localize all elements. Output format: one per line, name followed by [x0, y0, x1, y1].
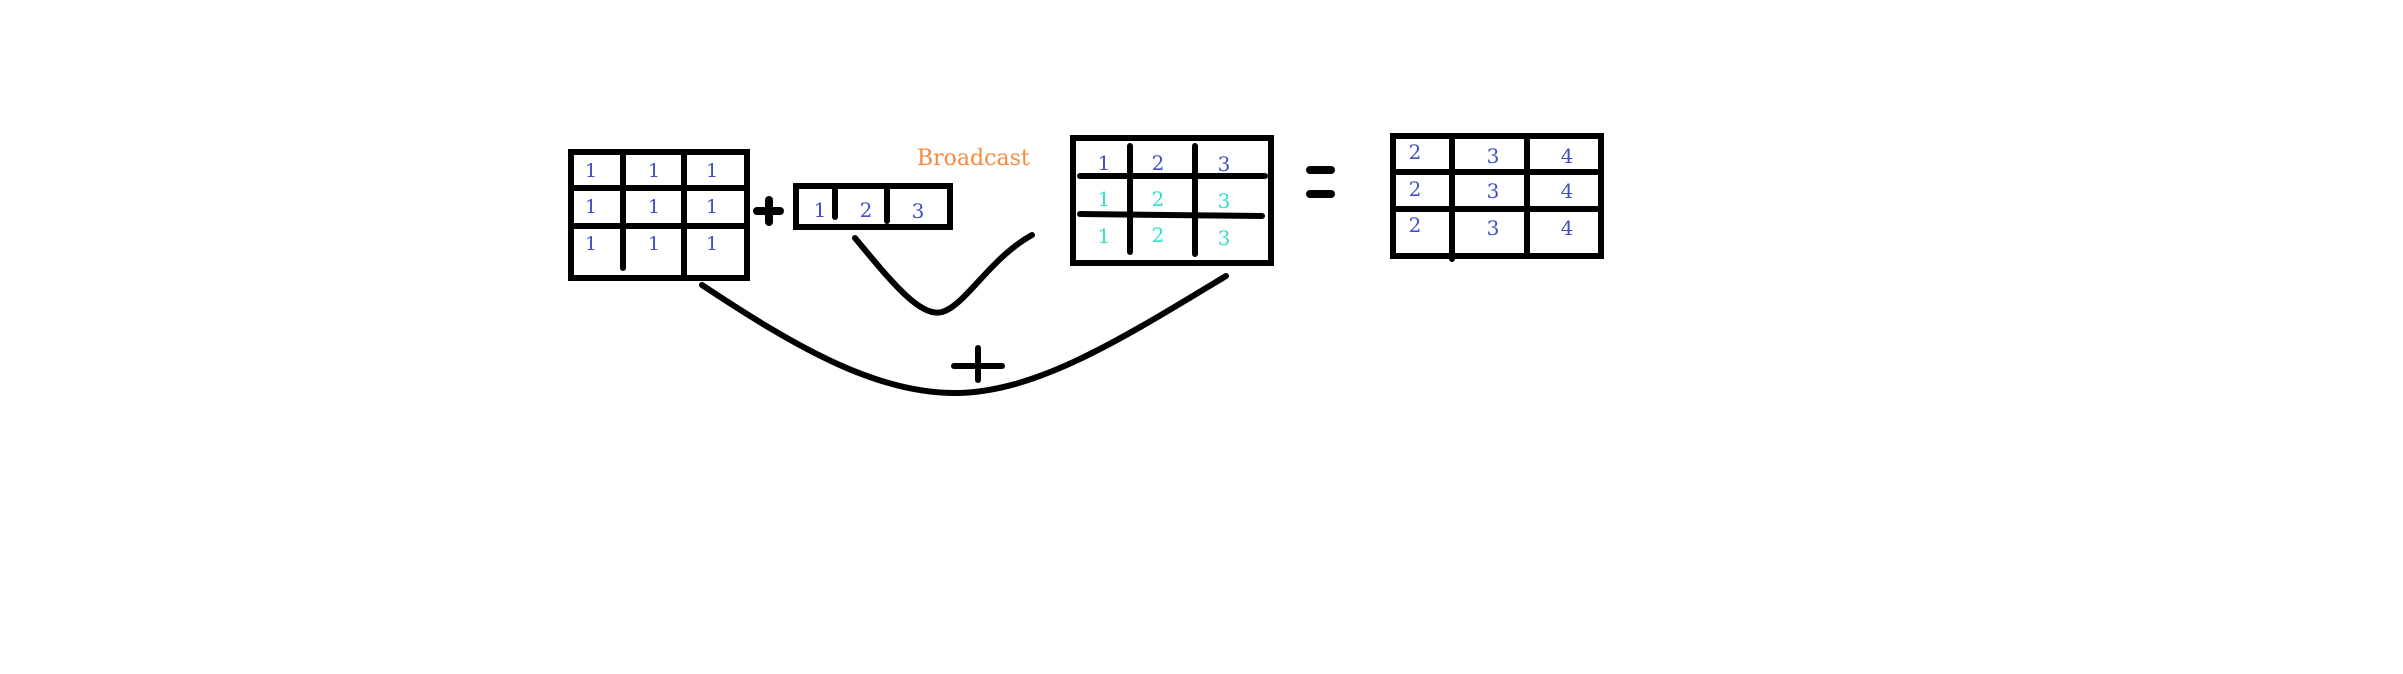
matrix-result-cell: 2	[1409, 177, 1422, 201]
matrix-b-broadcast-row-divider	[1077, 211, 1265, 219]
matrix-a-frame	[568, 149, 750, 281]
matrix-a-cell: 1	[648, 196, 660, 218]
matrix-result-cell: 2	[1409, 140, 1422, 164]
matrix-b-broadcast	[1070, 135, 1274, 266]
vector-b-cell: 3	[912, 199, 925, 223]
matrix-result-cell: 2	[1409, 213, 1422, 237]
vector-b-frame	[793, 183, 953, 230]
matrix-b-broadcast-cell: 3	[1218, 189, 1231, 213]
matrix-b-broadcast-frame	[1070, 135, 1274, 266]
matrix-b-broadcast-cell: 2	[1152, 151, 1165, 175]
matrix-result-frame	[1390, 133, 1604, 259]
matrix-b-broadcast-cell: 2	[1152, 223, 1165, 247]
matrix-a-cell: 1	[706, 196, 718, 218]
matrix-result-cell: 4	[1561, 144, 1574, 168]
matrix-result-cell: 4	[1561, 179, 1574, 203]
matrix-b-broadcast-cell: 1	[1098, 187, 1111, 211]
matrix-a-cell: 1	[706, 233, 718, 255]
matrix-result-cell: 4	[1561, 216, 1574, 240]
matrix-b-broadcast-cell: 1	[1098, 151, 1111, 175]
equals-operator-icon	[1306, 166, 1335, 198]
matrix-result-cell: 3	[1487, 144, 1500, 168]
matrix-result	[1390, 133, 1604, 262]
broadcast-arrow-curve	[852, 232, 1035, 316]
matrix-a-cell: 1	[585, 233, 597, 255]
matrix-result-cell: 3	[1487, 179, 1500, 203]
matrix-b-broadcast-cell: 3	[1218, 152, 1231, 176]
vector-b-cell: 1	[814, 198, 827, 222]
vector-b-cell: 2	[860, 198, 873, 222]
matrix-result-cell: 3	[1487, 216, 1500, 240]
matrix-a-cell: 1	[585, 160, 597, 182]
matrix-a-cell: 1	[648, 160, 660, 182]
matrix-b-broadcast-cell: 3	[1218, 226, 1231, 250]
matrix-a-cell: 1	[706, 160, 718, 182]
broadcast-label: Broadcast	[917, 146, 1030, 171]
sum-plus-icon	[951, 345, 1005, 383]
matrix-a-cell: 1	[585, 196, 597, 218]
plus-operator-icon	[753, 196, 784, 226]
vector-b	[793, 183, 953, 230]
sum-connector-curve	[699, 273, 1229, 397]
matrix-b-broadcast-cell: 2	[1152, 187, 1165, 211]
matrix-a-cell: 1	[648, 233, 660, 255]
matrix-a	[568, 149, 750, 281]
matrix-b-broadcast-cell: 1	[1098, 224, 1111, 248]
